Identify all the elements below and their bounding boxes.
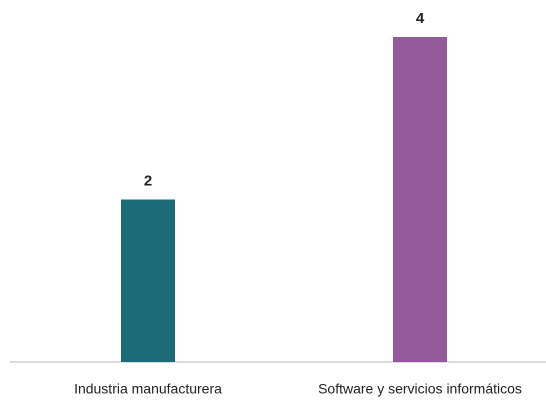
x-tick-label: Software y servicios informáticos bbox=[318, 381, 522, 397]
value-label: 4 bbox=[416, 10, 425, 27]
value-label: 2 bbox=[144, 172, 152, 189]
x-tick-label: Industria manufacturera bbox=[74, 381, 222, 397]
bar bbox=[393, 37, 447, 362]
bar bbox=[121, 199, 175, 362]
